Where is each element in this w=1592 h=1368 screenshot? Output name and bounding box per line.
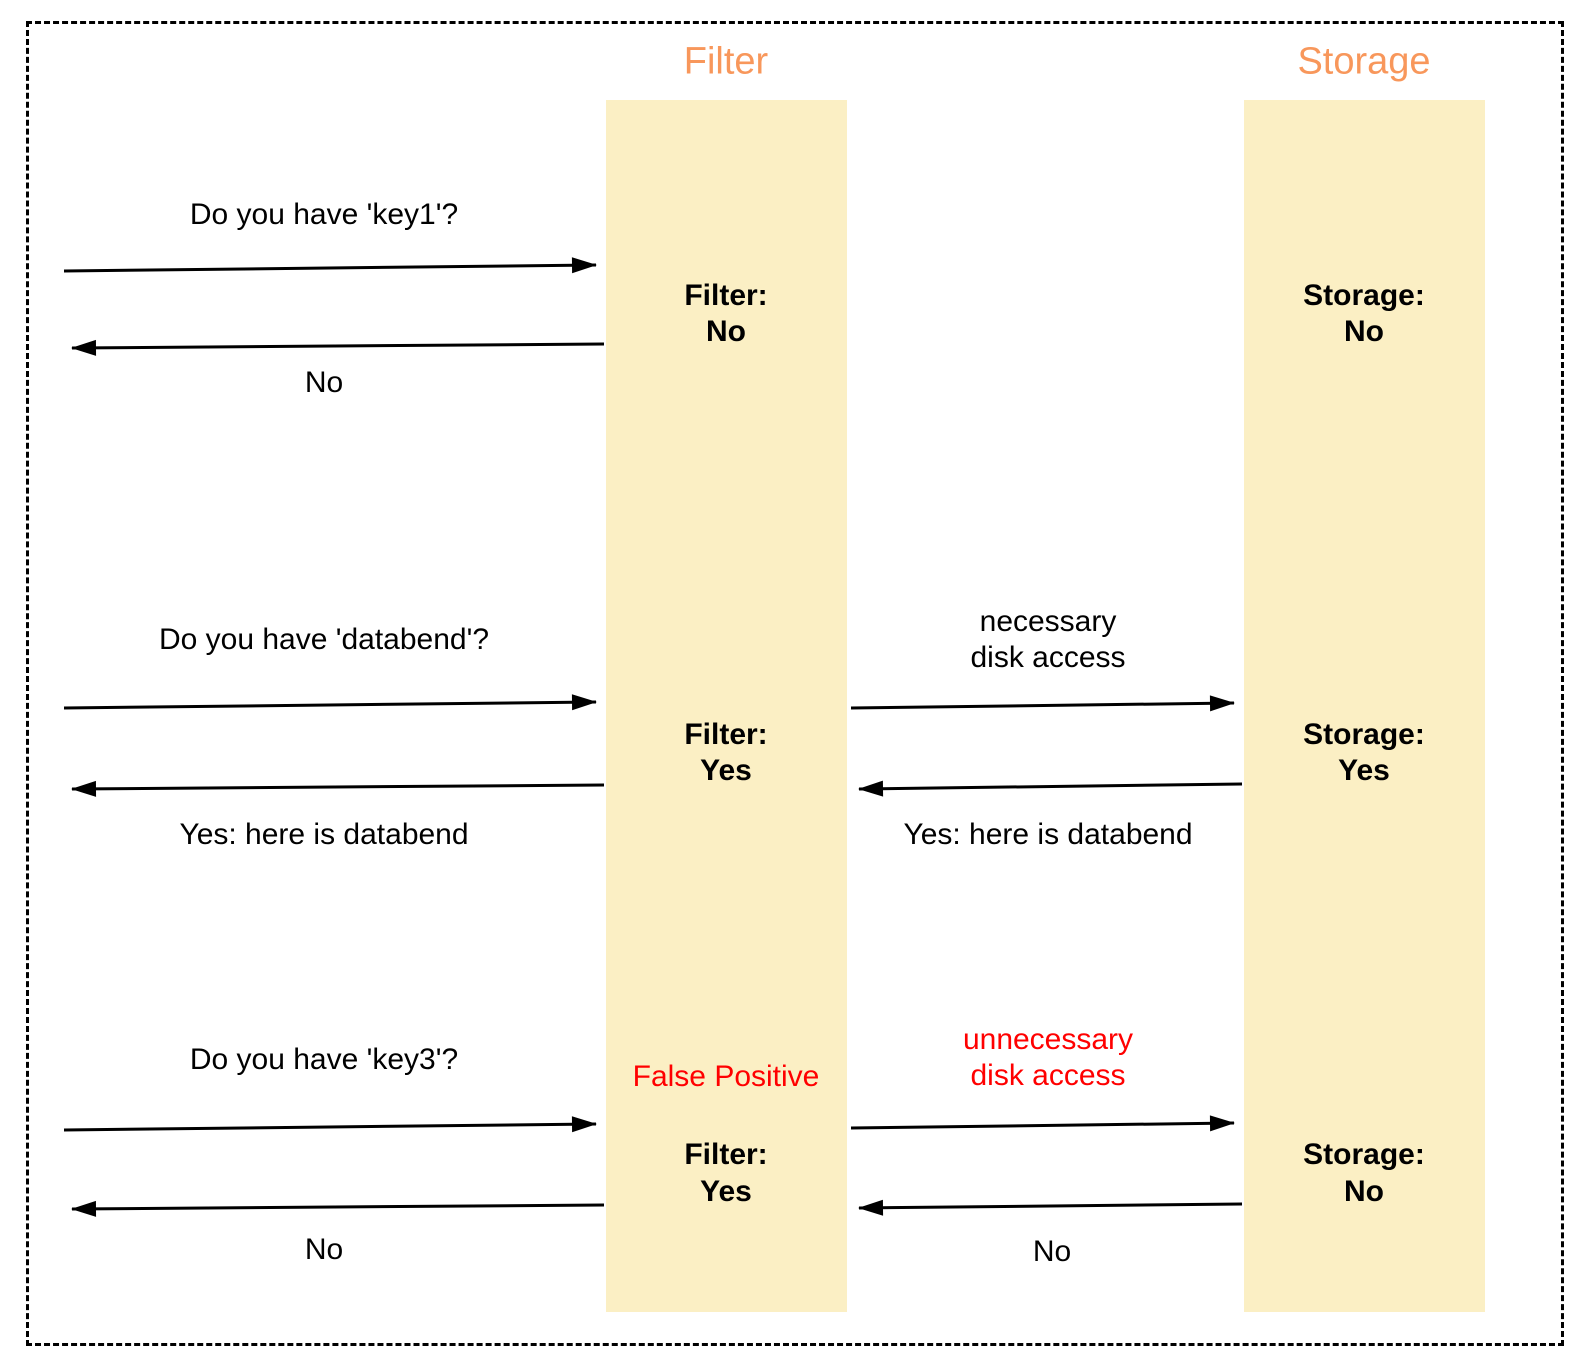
storage-title: Storage bbox=[1297, 40, 1431, 83]
storage-state-title-s3: Storage: bbox=[1303, 1138, 1425, 1171]
filter-title: Filter bbox=[683, 40, 769, 83]
disk-note-line2-s2: disk access bbox=[970, 641, 1126, 674]
diagram-dashed-border bbox=[26, 21, 1564, 1346]
storage-state-value-s3: No bbox=[1344, 1175, 1384, 1208]
arrow-storage-reply-key3-no bbox=[858, 1199, 1243, 1216]
query-label-key1: Do you have 'key1'? bbox=[189, 198, 459, 231]
filter-state-value-s1: No bbox=[706, 315, 746, 348]
storage-state-value-s1: No bbox=[1344, 315, 1384, 348]
filter-state-title-s2: Filter: bbox=[684, 718, 768, 751]
arrow-client-reply-key3-no bbox=[71, 1200, 605, 1217]
arrow-query-databend bbox=[63, 694, 597, 711]
client-reply-label-s2: Yes: here is databend bbox=[179, 818, 469, 851]
storage-state-title-s1: Storage: bbox=[1303, 279, 1425, 312]
arrow-client-reply-databend bbox=[71, 780, 605, 797]
storage-reply-label-s2: Yes: here is databend bbox=[903, 818, 1193, 851]
filter-state-title-s1: Filter: bbox=[684, 279, 768, 312]
storage-reply-label-s3: No bbox=[1032, 1235, 1072, 1268]
storage-lifeline bbox=[1244, 100, 1485, 1312]
filter-state-value-s2: Yes bbox=[700, 754, 752, 787]
arrow-reply-key1-no bbox=[71, 339, 605, 356]
filter-state-value-s3: Yes bbox=[700, 1175, 752, 1208]
filter-lifeline bbox=[606, 100, 847, 1312]
disk-note-line1-s2: necessary bbox=[979, 605, 1117, 638]
storage-state-value-s2: Yes bbox=[1338, 754, 1390, 787]
disk-note-line2-s3: disk access bbox=[970, 1059, 1126, 1092]
query-label-key3: Do you have 'key3'? bbox=[189, 1043, 459, 1076]
storage-state-title-s2: Storage: bbox=[1303, 718, 1425, 751]
arrow-query-key1 bbox=[63, 257, 597, 274]
query-label-databend: Do you have 'databend'? bbox=[158, 623, 490, 656]
arrow-storage-reply-databend bbox=[858, 780, 1243, 797]
arrow-necessary-disk-access bbox=[850, 695, 1235, 712]
arrow-unnecessary-disk-access bbox=[850, 1115, 1235, 1132]
disk-note-line1-s3: unnecessary bbox=[962, 1023, 1134, 1056]
false-positive-label: False Positive bbox=[632, 1060, 820, 1093]
arrow-query-key3 bbox=[63, 1116, 597, 1133]
client-reply-label-s3: No bbox=[304, 1233, 344, 1266]
client-reply-label-s1: No bbox=[304, 366, 344, 399]
filter-state-title-s3: Filter: bbox=[684, 1138, 768, 1171]
